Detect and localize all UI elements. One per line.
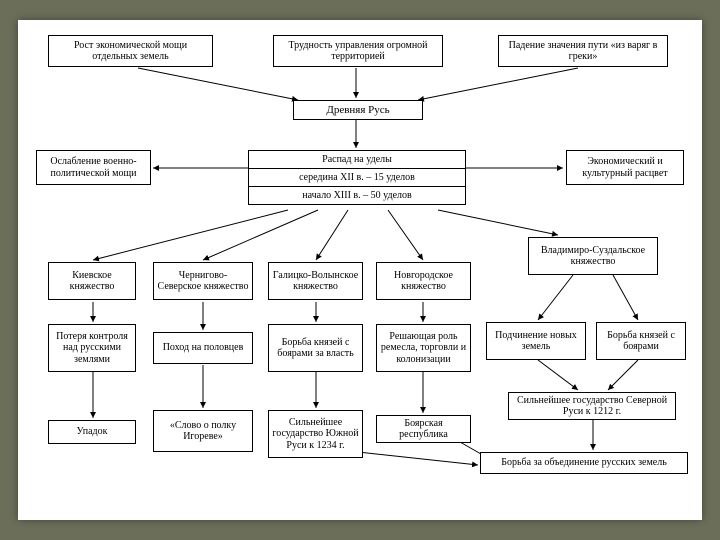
- node-loss-control: Потеря контроля над русскими землями: [48, 324, 136, 372]
- node-final: Борьба за объединение русских земель: [480, 452, 688, 474]
- node-decline: Упадок: [48, 420, 136, 444]
- flowchart: Рост экономической мощи отдельных земель…: [18, 20, 702, 520]
- node-cause-1: Рост экономической мощи отдельных земель: [48, 35, 213, 67]
- node-trade-role: Решающая роль ремесла, торговли и колони…: [376, 324, 471, 372]
- node-boyar-fight2: Борьба князей с боярами: [596, 322, 686, 360]
- node-side-weak: Ослабление военно-политической мощи: [36, 150, 151, 185]
- node-boyar-fight: Борьба князей с боярами за власть: [268, 324, 363, 372]
- node-kiev: Киевское княжество: [48, 262, 136, 300]
- node-slovo: «Слово о полку Игореве»: [153, 410, 253, 452]
- node-cause-2: Трудность управления огромной территорие…: [273, 35, 443, 67]
- node-polovtsy: Поход на половцев: [153, 332, 253, 364]
- node-side-bloom: Экономический и культурный расцвет: [566, 150, 684, 185]
- raspad-title: Распад на уделы: [249, 151, 465, 169]
- raspad-early13: начало XIII в. – 50 уделов: [249, 187, 465, 204]
- node-cause-3: Падение значения пути «из варяг в греки»: [498, 35, 668, 67]
- node-chernigov: Чернигово-Северское княжество: [153, 262, 253, 300]
- node-raspad: Распад на уделы середина XII в. – 15 уде…: [248, 150, 466, 205]
- node-galicia: Галицко-Волынское княжество: [268, 262, 363, 300]
- node-south-1234: Сильнейшее государство Южной Руси к 1234…: [268, 410, 363, 458]
- node-novgorod: Новгородское княжество: [376, 262, 471, 300]
- diagram-frame: Рост экономической мощи отдельных земель…: [18, 20, 702, 520]
- node-boyar-rep: Боярская республика: [376, 415, 471, 443]
- raspad-mid12: середина XII в. – 15 уделов: [249, 169, 465, 187]
- node-vladimir: Владимиро-Суздальское княжество: [528, 237, 658, 275]
- node-root: Древняя Русь: [293, 100, 423, 120]
- node-new-lands: Подчинение новых земель: [486, 322, 586, 360]
- node-north-1212: Сильнейшее государство Северной Руси к 1…: [508, 392, 676, 420]
